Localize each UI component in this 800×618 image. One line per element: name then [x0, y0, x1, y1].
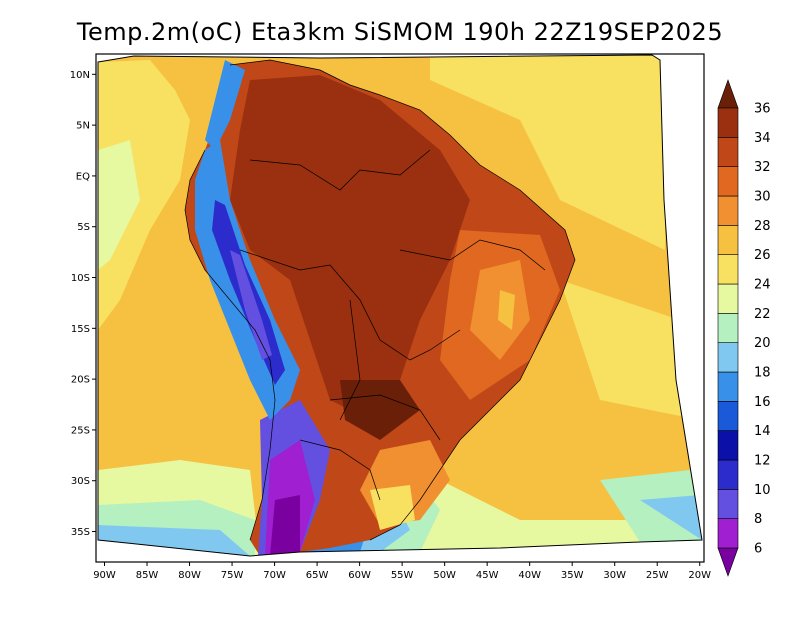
- y-axis: 10N 5N EQ 5S 10S 15S 20S 25S 30S 35S: [70, 70, 96, 538]
- chart-title: Temp.2m(oC) Eta3km SiSMOM 190h 22Z19SEP2…: [76, 18, 724, 46]
- x-tick-label: 70W: [263, 570, 286, 581]
- y-tick-label: 5N: [76, 121, 90, 132]
- x-tick-label: 35W: [561, 570, 584, 581]
- colorbar-label: 6: [754, 542, 762, 557]
- colorbar-label: 34: [754, 131, 771, 146]
- colorbar-swatch: [717, 195, 739, 226]
- colorbar-swatch: [717, 518, 739, 549]
- colorbar-swatch: [717, 225, 739, 255]
- y-tick-label: 10S: [71, 273, 90, 284]
- temperature-field: [98, 55, 702, 556]
- colorbar-label: 36: [754, 102, 771, 117]
- colorbar-swatch: [717, 313, 739, 343]
- colorbar-label: 20: [754, 336, 771, 351]
- colorbar-swatch: [717, 489, 739, 519]
- colorbar: 6 8 10 12 14 16 18 20 22 24 26 28 30 32 34 36: [717, 79, 771, 577]
- colorbar-swatch: [717, 371, 739, 402]
- x-tick-label: 40W: [518, 570, 541, 581]
- x-tick-label: 25W: [646, 570, 669, 581]
- colorbar-swatch: [717, 401, 739, 431]
- colorbar-swatch: [717, 342, 739, 373]
- colorbar-swatch: [717, 254, 739, 285]
- y-tick-label: 10N: [70, 70, 90, 81]
- y-tick-label: 35S: [71, 527, 90, 538]
- country-borders: [184, 59, 576, 541]
- colorbar-label: 10: [754, 483, 771, 498]
- colorbar-swatch: [717, 430, 739, 461]
- x-tick-label: 65W: [306, 570, 329, 581]
- colorbar-label: 24: [754, 278, 771, 293]
- colorbar-swatch: [717, 107, 739, 138]
- x-tick-label: 60W: [348, 570, 371, 581]
- x-tick-label: 55W: [391, 570, 414, 581]
- plot-border: [95, 53, 705, 563]
- colorbar-max-extend: [717, 79, 739, 109]
- colorbar-swatch: [717, 166, 739, 197]
- x-tick-label: 75W: [221, 570, 244, 581]
- x-tick-label: 85W: [136, 570, 159, 581]
- y-tick-label: EQ: [76, 171, 90, 182]
- x-tick-label: 90W: [93, 570, 116, 581]
- colorbar-label: 32: [754, 160, 771, 175]
- colorbar-label: 12: [754, 454, 771, 469]
- y-tick-label: 5S: [77, 222, 90, 233]
- colorbar-label: 26: [754, 248, 771, 263]
- y-tick-label: 25S: [71, 425, 90, 436]
- x-tick-label: 45W: [476, 570, 499, 581]
- colorbar-label: 14: [754, 424, 771, 439]
- x-tick-label: 20W: [688, 570, 711, 581]
- colorbar-label: 18: [754, 366, 771, 381]
- colorbar-label: 8: [754, 512, 762, 527]
- y-tick-label: 20S: [71, 375, 90, 386]
- y-tick-label: 30S: [71, 476, 90, 487]
- colorbar-swatch: [717, 459, 739, 490]
- colorbar-min-extend: [717, 547, 739, 577]
- x-axis: 90W 85W 80W 75W 70W 65W 60W 55W 50W 45W 40W 35W 30W 2…: [93, 562, 711, 581]
- colorbar-label: 22: [754, 307, 771, 322]
- colorbar-label: 30: [754, 190, 771, 205]
- colorbar-swatch: [717, 137, 739, 167]
- y-tick-label: 15S: [71, 324, 90, 335]
- x-tick-label: 50W: [433, 570, 456, 581]
- x-tick-label: 30W: [603, 570, 626, 581]
- colorbar-label: 28: [754, 219, 771, 234]
- colorbar-swatch: [717, 283, 739, 314]
- map-frame: [97, 54, 703, 557]
- colorbar-label: 16: [754, 395, 771, 410]
- x-tick-label: 80W: [178, 570, 201, 581]
